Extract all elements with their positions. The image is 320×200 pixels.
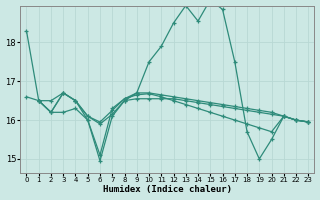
X-axis label: Humidex (Indice chaleur): Humidex (Indice chaleur) <box>103 185 232 194</box>
